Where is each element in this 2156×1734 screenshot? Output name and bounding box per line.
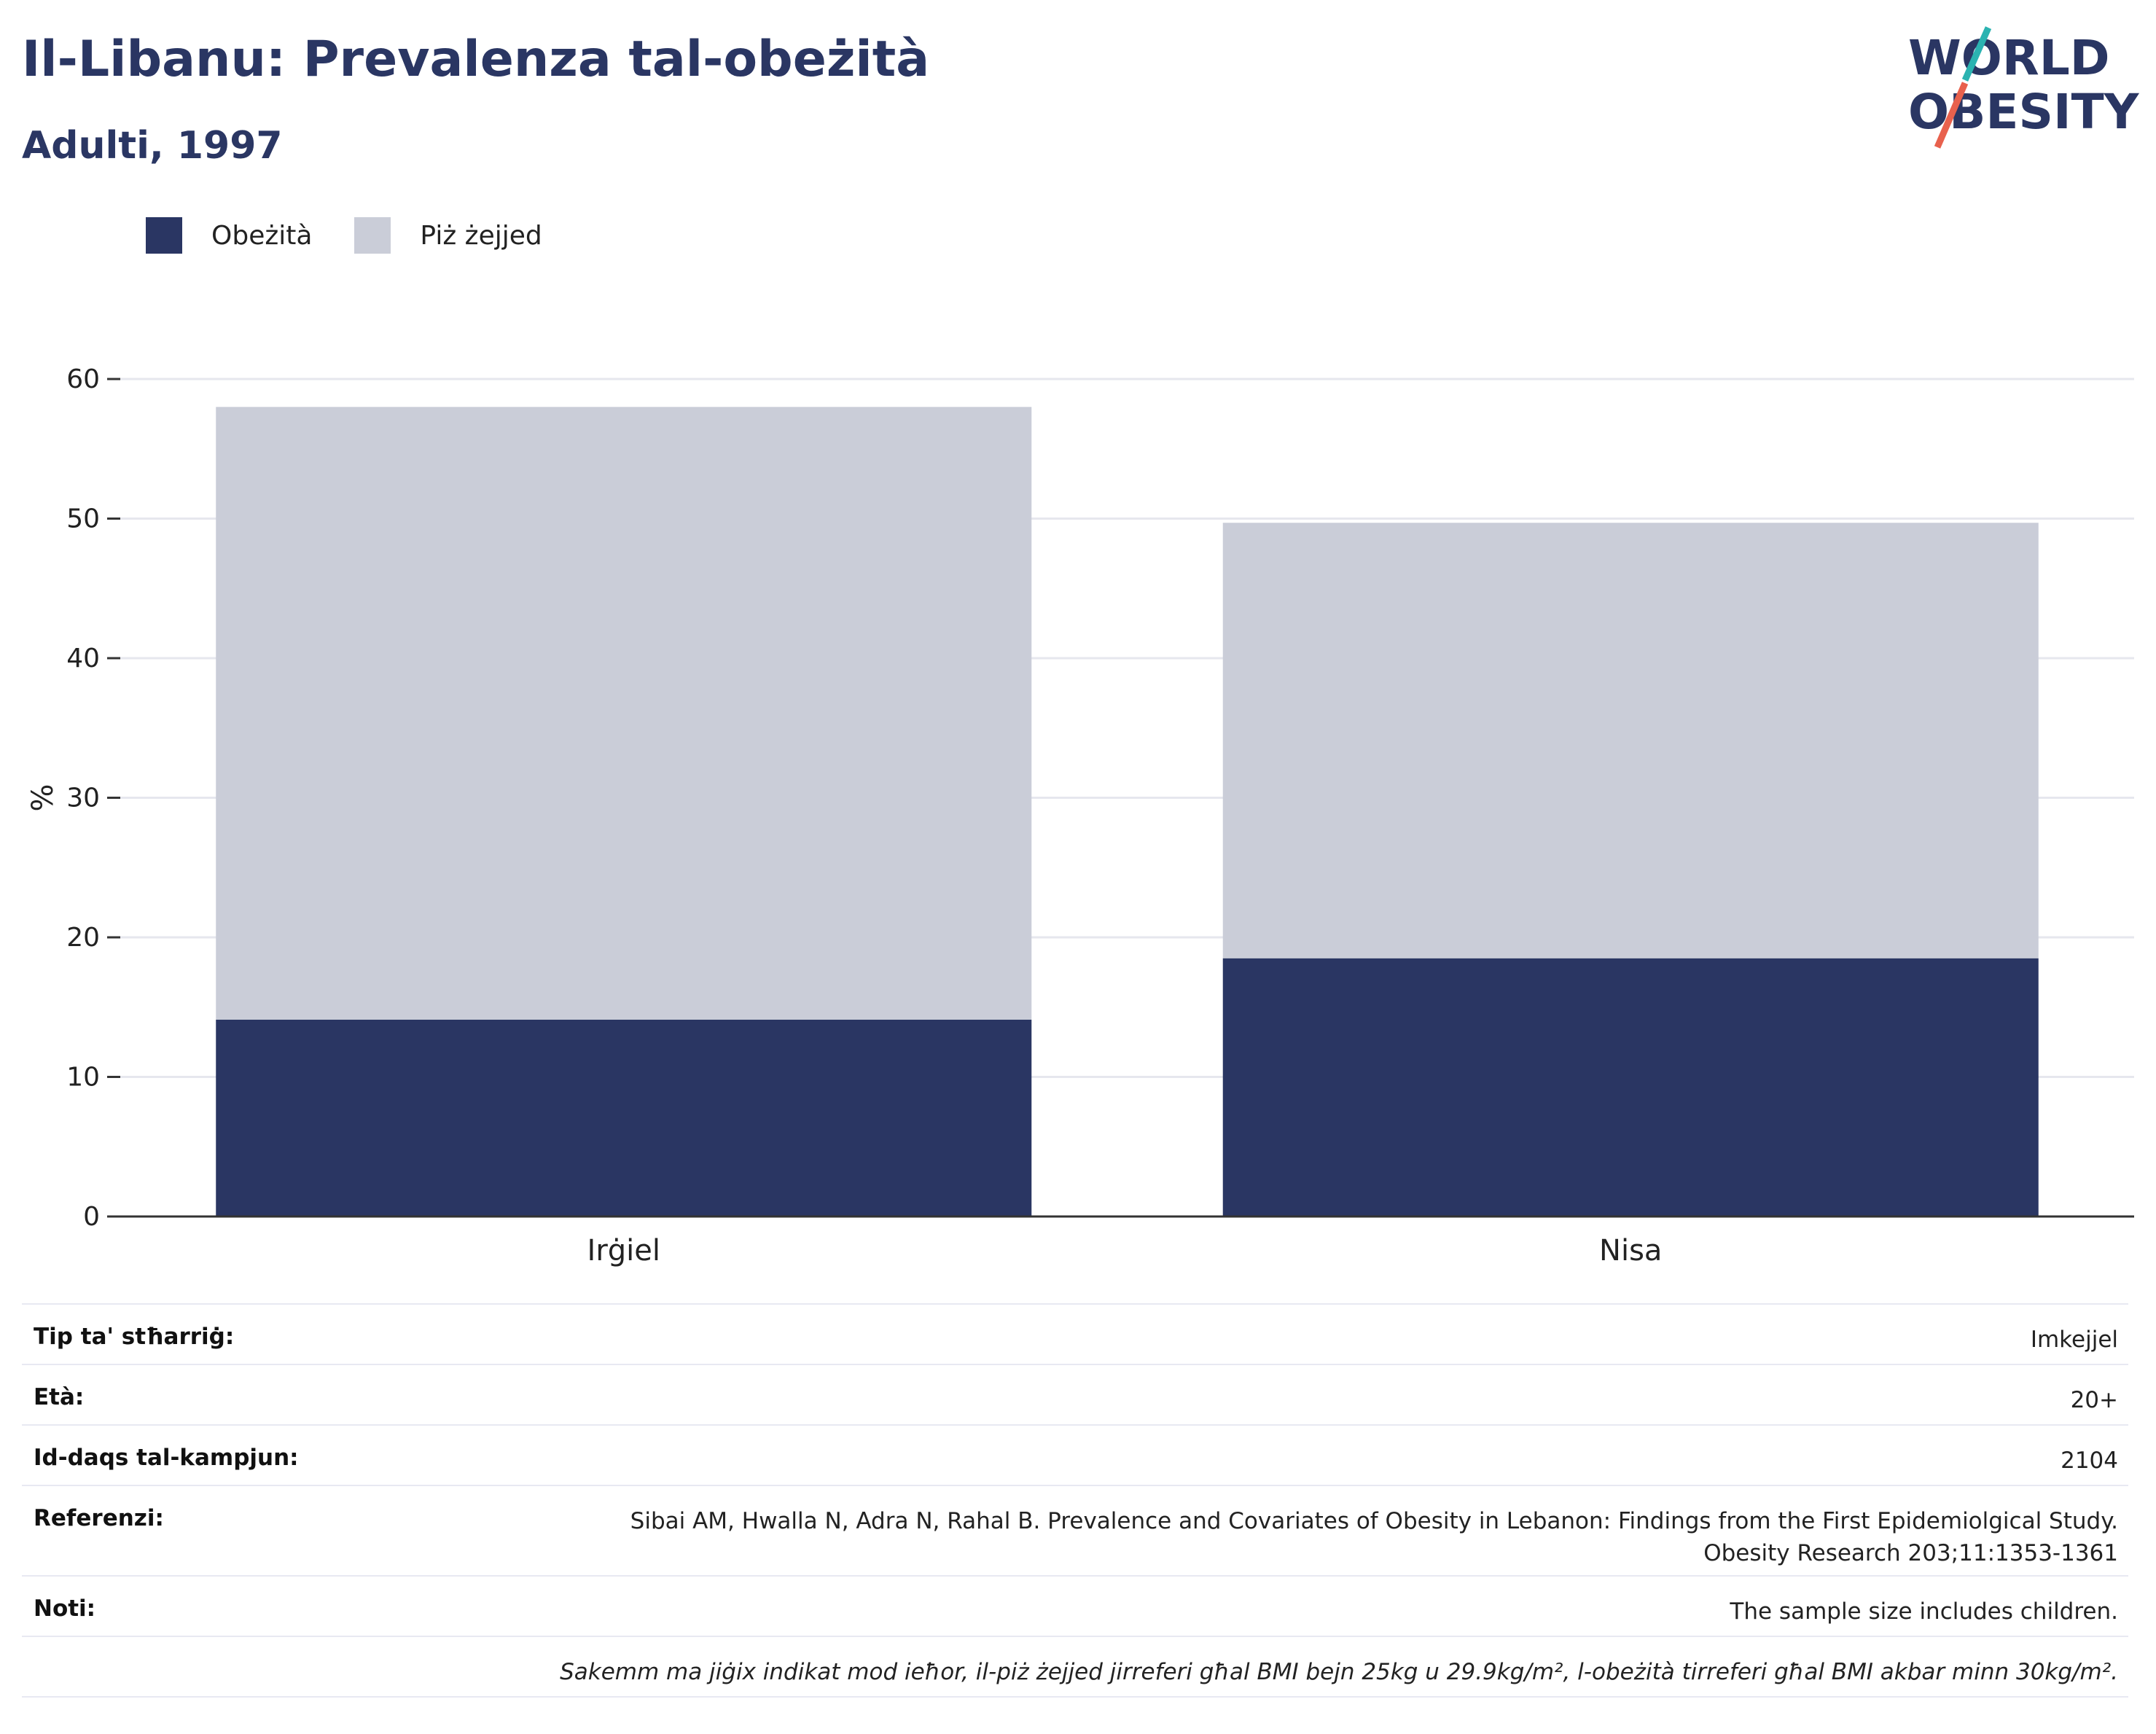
reference-line-1: Sibai AM, Hwalla N, Adra N, Rahal B. Pre… bbox=[630, 1508, 2118, 1534]
info-row-footnote: Sakemm ma jiġix indikat mod ieħor, il-pi… bbox=[22, 1636, 2128, 1696]
info-row-notes: Noti: The sample size includes children. bbox=[22, 1575, 2128, 1636]
info-key-survey-type: Tip ta' stħarriġ: bbox=[34, 1324, 235, 1350]
y-tick-label: 0 bbox=[83, 1202, 100, 1232]
bar-irġiel-obeżità bbox=[216, 1019, 1032, 1216]
bar-nisa-obeżità bbox=[1222, 958, 2039, 1216]
info-row-sample-size: Id-daqs tal-kampjun: 2104 bbox=[22, 1424, 2128, 1485]
info-table: Tip ta' stħarriġ: Imkejjel Età: 20+ Id-d… bbox=[22, 1303, 2128, 1698]
y-tick-label: 60 bbox=[66, 364, 100, 394]
world-obesity-logo: WORLD OBESITY bbox=[1908, 26, 2140, 149]
x-category-label: Irġiel bbox=[587, 1234, 660, 1268]
info-value-notes: The sample size includes children. bbox=[1730, 1598, 2118, 1625]
legend-label-overweight: Piż żejjed bbox=[420, 220, 542, 251]
chart-subtitle: Adulti, 1997 bbox=[22, 124, 283, 168]
bar-irġiel-piż-żejjed bbox=[216, 407, 1032, 1020]
bar-chart: 0 10 20 30 40 50 60% Irġiel Nisa bbox=[26, 364, 2134, 1268]
y-tick-label: 50 bbox=[66, 504, 100, 534]
chart-legend: Obeżità Piż żejjed bbox=[146, 217, 585, 254]
info-key-notes: Noti: bbox=[34, 1596, 96, 1622]
legend-swatch-obesity bbox=[146, 217, 182, 254]
info-value-survey-type: Imkejjel bbox=[2030, 1327, 2118, 1353]
info-value-age: 20+ bbox=[2070, 1387, 2118, 1413]
info-value-references: Sibai AM, Hwalla N, Adra N, Rahal B. Pre… bbox=[630, 1505, 2118, 1569]
footnote: Sakemm ma jiġix indikat mod ieħor, il-pi… bbox=[560, 1659, 2118, 1685]
info-key-references: Referenzi: bbox=[34, 1505, 164, 1531]
y-axis-label: % bbox=[26, 784, 60, 811]
logo-text-world: WORLD bbox=[1908, 30, 2110, 86]
info-row-survey-type: Tip ta' stħarriġ: Imkejjel bbox=[22, 1303, 2128, 1364]
reference-line-2: Obesity Research 203;11:1353-1361 bbox=[1703, 1540, 2118, 1566]
legend-label-obesity: Obeżità bbox=[211, 220, 313, 251]
info-row-age: Età: 20+ bbox=[22, 1364, 2128, 1424]
info-value-sample-size: 2104 bbox=[2061, 1448, 2118, 1474]
y-tick-label: 40 bbox=[66, 644, 100, 673]
bar-nisa-piż-żejjed bbox=[1222, 523, 2039, 958]
x-category-label: Nisa bbox=[1599, 1234, 1662, 1268]
legend-item-obesity: Obeżità bbox=[146, 217, 312, 254]
chart-title: Il-Libanu: Prevalenza tal-obeżità bbox=[22, 31, 930, 88]
y-tick-label: 20 bbox=[66, 923, 100, 953]
legend-swatch-overweight bbox=[354, 217, 391, 254]
y-tick-label: 30 bbox=[66, 784, 100, 813]
y-tick-label: 10 bbox=[66, 1063, 100, 1093]
legend-item-overweight: Piż żejjed bbox=[354, 217, 542, 254]
info-table-bottom-border bbox=[22, 1696, 2128, 1698]
info-key-age: Età: bbox=[34, 1384, 85, 1410]
info-row-references: Referenzi: Sibai AM, Hwalla N, Adra N, R… bbox=[22, 1485, 2128, 1575]
info-key-sample-size: Id-daqs tal-kampjun: bbox=[34, 1445, 299, 1471]
